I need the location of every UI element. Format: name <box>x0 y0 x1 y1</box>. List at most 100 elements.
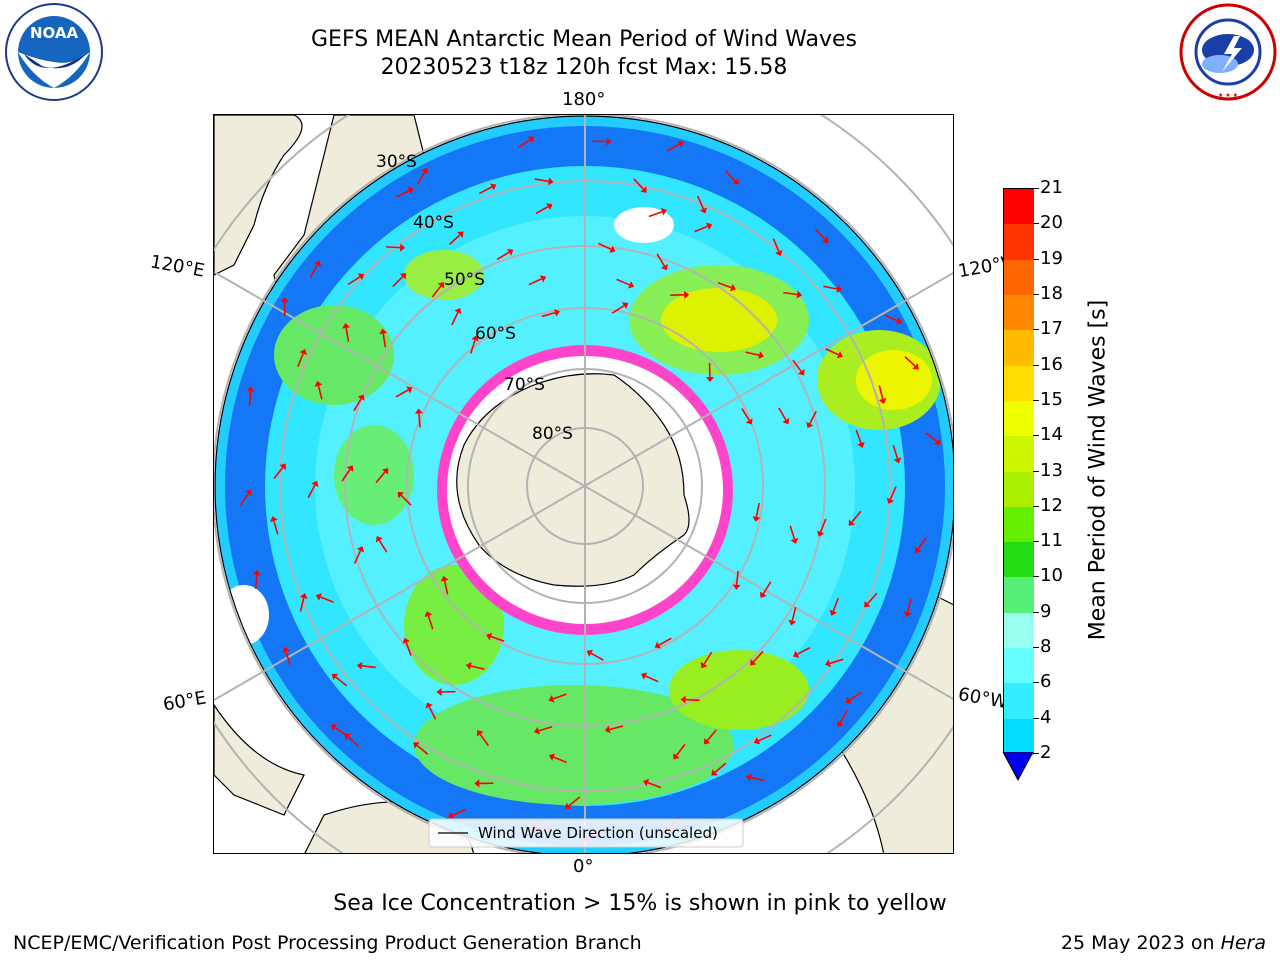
wind-arrow-shaft <box>597 242 612 250</box>
wind-arrow-shaft <box>334 726 347 736</box>
wind-arrow-shaft <box>405 642 412 656</box>
wind-arrow-head <box>399 243 406 252</box>
wind-arrow-head <box>471 335 479 342</box>
wind-arrow-shaft <box>656 253 666 267</box>
wind-arrow-head <box>758 351 765 360</box>
wind-arrow-head <box>775 249 783 257</box>
wind-arrow-head <box>314 380 323 387</box>
wind-arrow-head <box>893 457 902 464</box>
wind-arrow-shaft <box>797 647 811 655</box>
colorbar-segment <box>1004 436 1034 472</box>
wind-arrow-head <box>533 726 540 735</box>
wind-arrow-head <box>654 641 661 649</box>
wind-arrow-head <box>732 178 739 185</box>
wind-arrow-head <box>245 489 252 496</box>
wind-arrow-shaft <box>717 282 732 289</box>
wind-arrow-shaft <box>745 351 760 356</box>
wind-arrow-shaft <box>534 178 549 183</box>
wind-arrow-head <box>640 186 647 193</box>
wind-arrow-shaft <box>884 314 898 322</box>
wind-arrow-head <box>793 650 800 658</box>
lon-label-60e: 60°E <box>161 687 208 716</box>
wind-arrow-head <box>864 600 871 608</box>
colorbar-tickmark <box>1033 505 1039 507</box>
wind-arrow-shaft <box>307 484 316 499</box>
wind-arrow-head <box>914 546 922 554</box>
wind-arrow-head <box>745 418 753 425</box>
wind-arrow-head <box>903 611 912 618</box>
colorbar-segment <box>1004 294 1034 331</box>
wind-arrow-head <box>705 376 714 383</box>
wind-arrow-head <box>660 207 667 216</box>
wind-arrow-head <box>486 632 493 641</box>
colorbar-tick-label: 8 <box>1040 636 1052 658</box>
colorbar-tickmark <box>1033 435 1039 437</box>
wind-arrow-shaft <box>741 408 750 421</box>
wind-arrow-shaft <box>789 525 796 540</box>
wind-arrow-head <box>437 281 445 289</box>
wind-arrow-shaft <box>538 726 553 732</box>
wind-arrow-head <box>402 637 411 644</box>
colorbar-tickmark <box>1033 223 1039 225</box>
wind-arrow-head <box>912 363 919 370</box>
wind-arrow-shaft <box>400 494 412 506</box>
wind-arrow-head <box>829 609 838 616</box>
wind-arrow-head <box>680 695 686 704</box>
wind-arrow-head <box>660 263 668 271</box>
map-legend: Wind Wave Direction (unscaled) <box>428 818 744 848</box>
wind-arrow-shaft <box>431 285 442 298</box>
wind-arrow-shaft <box>392 276 404 288</box>
colorbar-segment <box>1004 542 1034 578</box>
wind-arrow-shaft <box>309 264 319 278</box>
wind-arrow-shaft <box>416 744 429 756</box>
wind-arrow-shaft <box>645 675 659 683</box>
wind-arrow-shaft <box>633 178 644 190</box>
lon-label-180: 180° <box>562 89 606 110</box>
wind-arrow-shaft <box>906 598 912 613</box>
wind-arrow-head <box>270 516 278 523</box>
wind-arrow-shaft <box>855 429 862 444</box>
wind-arrow-head <box>252 569 261 576</box>
wind-arrow-head <box>299 593 308 599</box>
map-subtitle: 20230523 t18z 120h fcst Max: 15.58 <box>380 55 788 80</box>
wind-arrow-head <box>357 273 364 281</box>
wind-arrow-head <box>381 468 389 475</box>
wind-arrow-shaft <box>470 665 485 670</box>
wind-arrow-head <box>782 417 790 425</box>
wind-arrow-head <box>279 463 286 470</box>
colorbar-segment <box>1004 224 1034 261</box>
map-title: GEFS MEAN Antarctic Mean Period of Wind … <box>311 27 857 52</box>
colorbar-tickmark <box>1033 329 1039 331</box>
sea-ice-note: Sea Ice Concentration > 15% is shown in … <box>333 891 947 916</box>
colorbar-tick-label: 15 <box>1040 388 1063 410</box>
wind-arrow-head <box>878 398 887 404</box>
colorbar-tick-label: 19 <box>1040 247 1063 269</box>
wind-arrow-head <box>476 730 484 737</box>
wind-arrow-shaft <box>452 808 466 816</box>
wind-arrow-head <box>845 696 852 704</box>
wind-arrow-head <box>282 646 290 653</box>
lat-label-60s: 60°S <box>475 324 516 344</box>
colorbar-tickmark <box>1033 541 1039 543</box>
wind-arrow-head <box>706 222 713 230</box>
wind-arrow-head <box>732 584 741 590</box>
wind-arrow-head <box>440 575 449 582</box>
wind-arrow-head <box>857 441 865 448</box>
wind-arrow-shaft <box>839 710 848 724</box>
wind-arrow-head <box>474 779 480 788</box>
wind-arrow-shaft <box>791 606 797 621</box>
wind-arrow-head <box>934 438 941 445</box>
wind-arrow-shaft <box>658 637 672 646</box>
wind-arrow-head <box>753 737 761 745</box>
wind-arrow-head <box>673 753 680 760</box>
wind-arrow-shaft <box>396 189 410 198</box>
svg-text:NOAA: NOAA <box>30 24 79 42</box>
colorbar-segment <box>1004 330 1034 367</box>
wind-arrow-head <box>750 659 757 666</box>
colorbar-tick-label: 2 <box>1040 742 1052 763</box>
wind-arrow-head <box>406 386 413 394</box>
wind-arrow-head <box>684 290 690 299</box>
wind-arrow-shaft <box>694 225 708 233</box>
lat-label-30s: 30°S <box>376 152 417 172</box>
wind-arrow-head <box>604 725 611 734</box>
